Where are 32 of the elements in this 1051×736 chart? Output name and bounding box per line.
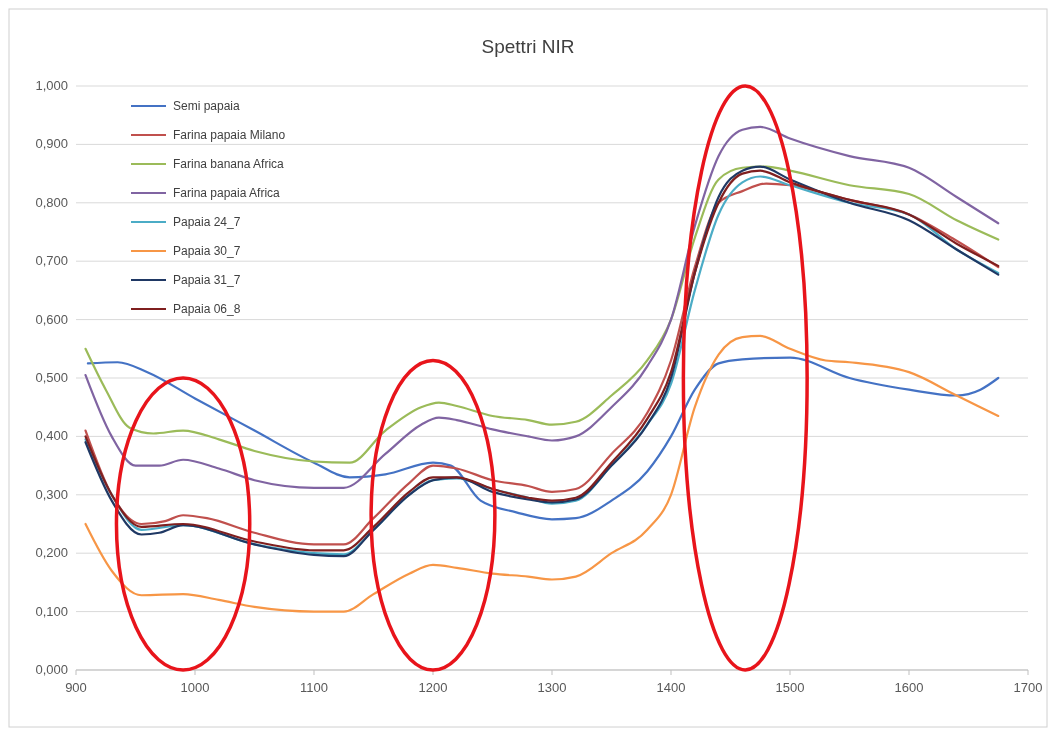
y-tick-label: 0,900 — [35, 136, 68, 152]
y-tick-label: 1,000 — [35, 78, 68, 93]
x-tick-label: 1100 — [300, 680, 328, 695]
line-series — [84, 334, 1000, 613]
y-tick-label: 0,600 — [35, 311, 68, 327]
y-tick-label: 0,500 — [35, 370, 68, 385]
x-tick-label: 1000 — [180, 680, 210, 695]
x-tick-label: 1400 — [656, 680, 686, 695]
y-tick-label: 0,700 — [35, 253, 68, 269]
y-tick-label: 0,400 — [35, 428, 68, 444]
legend-label: Semi papaia — [173, 99, 241, 113]
x-tick-label: 900 — [65, 680, 87, 695]
y-tick-label: 0,000 — [35, 662, 68, 677]
y-tick-label: 0,100 — [35, 603, 68, 619]
x-tick-label: 1500 — [775, 680, 805, 695]
legend-label: Papaia 24_7 — [173, 215, 241, 229]
legend-label: Farina papaia Milano — [173, 128, 286, 142]
legend-label: Farina banana Africa — [173, 157, 285, 171]
y-tick-label: 0,300 — [35, 486, 68, 502]
line-series — [86, 356, 1000, 521]
legend-label: Papaia 31_7 — [173, 273, 241, 287]
x-tick-label: 1600 — [894, 680, 924, 695]
x-tick-label: 1700 — [1013, 680, 1043, 695]
y-tick-label: 0,800 — [35, 194, 68, 210]
chart-title: Spettri NIR — [481, 36, 575, 57]
legend-label: Farina papaia Africa — [173, 186, 281, 200]
x-tick-label: 1300 — [537, 680, 567, 695]
legend-label: Papaia 30_7 — [173, 244, 241, 258]
y-tick-label: 0,200 — [35, 545, 68, 561]
line-series — [84, 125, 1000, 489]
legend-label: Papaia 06_8 — [173, 302, 241, 316]
x-tick-label: 1200 — [418, 680, 448, 695]
